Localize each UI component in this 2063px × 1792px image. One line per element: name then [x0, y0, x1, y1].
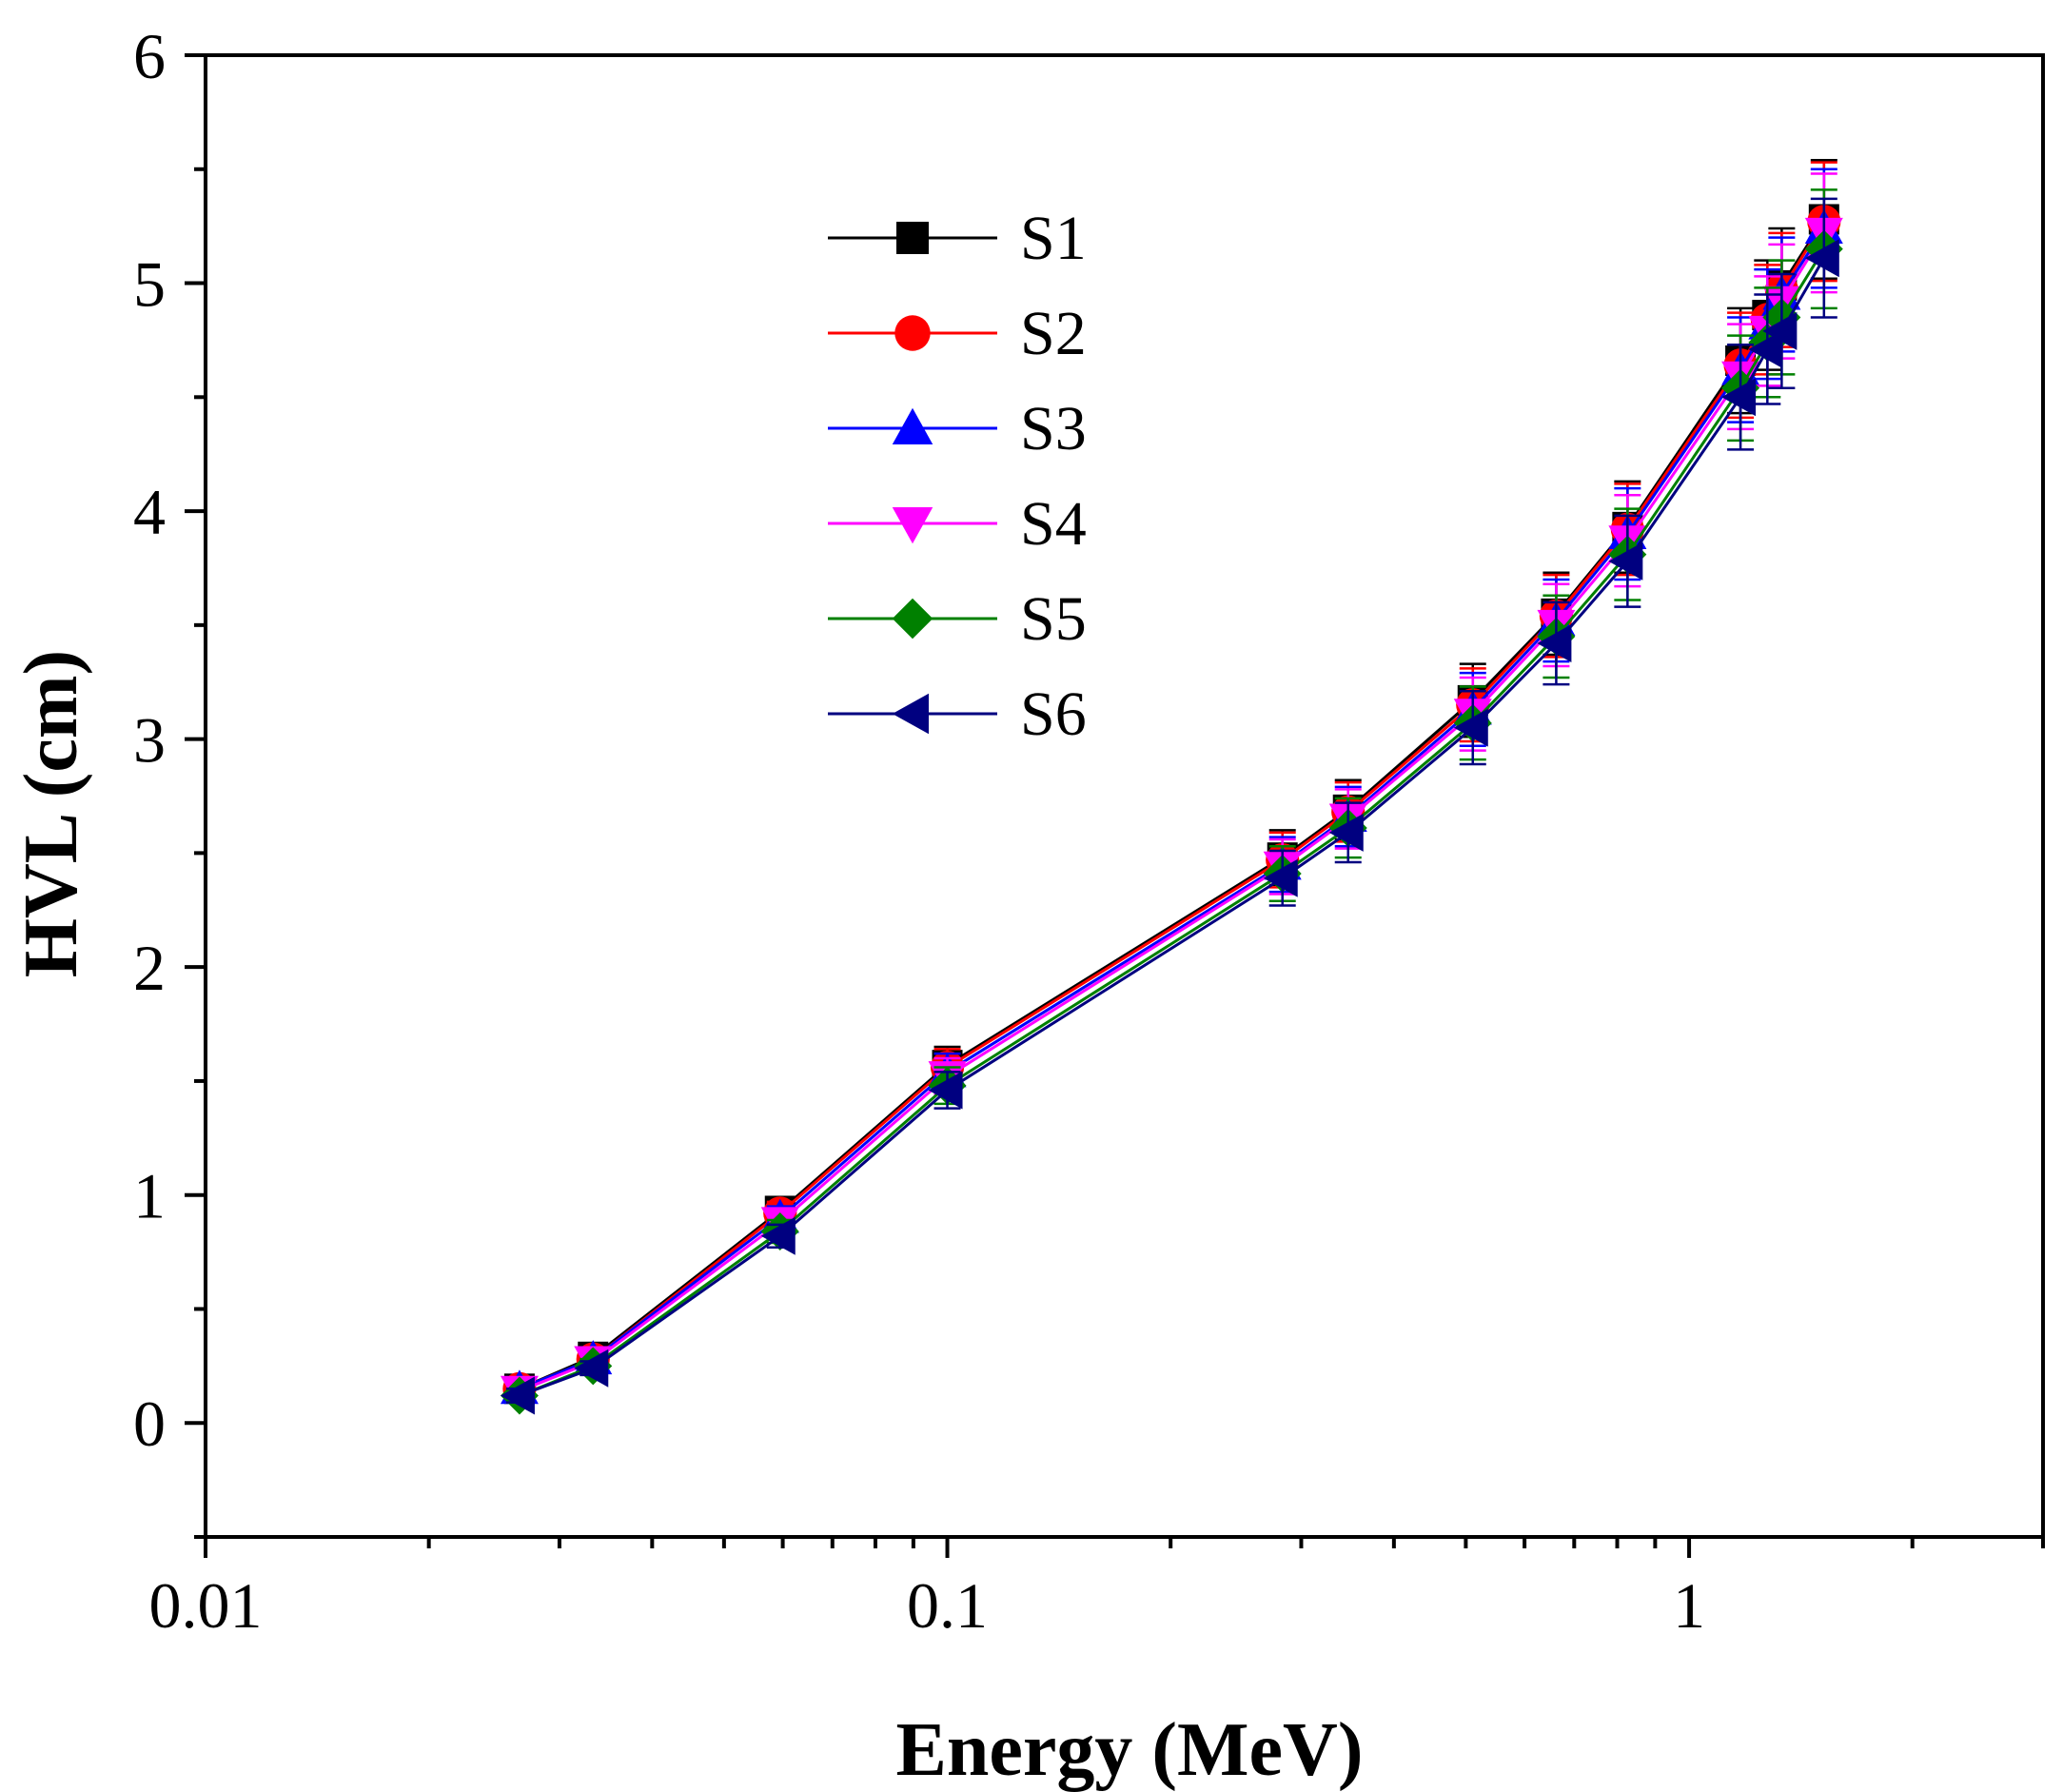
- series-line: [519, 218, 1826, 1390]
- data-point: [928, 1071, 963, 1110]
- data-point: [1263, 858, 1298, 897]
- y-tick-label: 6: [133, 20, 166, 92]
- data-point: [1608, 542, 1643, 581]
- data-point: [760, 1216, 796, 1255]
- series-S5: [500, 188, 1843, 1415]
- legend-marker: [896, 222, 929, 254]
- legend: S1 S2 S3 S4 S5 S6: [828, 204, 1087, 749]
- legend-item-S4: S4: [828, 489, 1087, 559]
- series-line: [519, 247, 1826, 1397]
- x-axis: 0.01 0.1 1: [149, 1537, 2045, 1642]
- series-S4: [500, 172, 1843, 1410]
- data-point: [1721, 378, 1757, 417]
- series-line: [519, 221, 1826, 1390]
- legend-label: S3: [1020, 394, 1087, 463]
- series-S1: [503, 158, 1839, 1405]
- series-line: [519, 257, 1826, 1397]
- plot-area: [204, 53, 2045, 1539]
- data-point: [1748, 330, 1783, 369]
- data-point: [1537, 624, 1572, 663]
- series-S2: [502, 161, 1841, 1406]
- legend-marker: [894, 315, 931, 351]
- series-S3: [500, 167, 1843, 1405]
- legend-item-S1: S1: [828, 204, 1087, 273]
- y-tick-label: 1: [133, 1160, 166, 1232]
- y-tick-label: 2: [133, 932, 166, 1004]
- legend-marker: [892, 693, 929, 735]
- y-tick-label: 4: [133, 476, 166, 548]
- legend-item-S5: S5: [828, 584, 1087, 654]
- x-tick-label: 1: [1673, 1569, 1705, 1642]
- data-point: [1762, 311, 1798, 350]
- legend-marker: [892, 507, 933, 544]
- legend-item-S2: S2: [828, 299, 1087, 368]
- y-axis-title: HVL (cm): [10, 650, 93, 977]
- data-point: [500, 1376, 535, 1415]
- series-line: [519, 232, 1826, 1393]
- series-S6: [500, 197, 1839, 1415]
- legend-marker: [892, 598, 933, 640]
- y-tick-label: 0: [133, 1388, 166, 1460]
- y-tick-label: 5: [133, 248, 166, 321]
- legend-label: S5: [1020, 584, 1087, 654]
- legend-marker: [892, 407, 933, 444]
- legend-item-S6: S6: [828, 679, 1087, 749]
- y-tick-label: 3: [133, 704, 166, 777]
- x-tick-label: 0.1: [907, 1569, 988, 1642]
- series-line: [519, 227, 1826, 1390]
- legend-label: S1: [1020, 204, 1087, 273]
- plot-frame: [204, 53, 2045, 1539]
- data-point: [1328, 813, 1364, 852]
- legend-item-S3: S3: [828, 394, 1087, 463]
- x-tick-label: 0.01: [149, 1569, 263, 1642]
- legend-label: S4: [1020, 489, 1087, 559]
- legend-label: S6: [1020, 679, 1087, 749]
- data-point: [574, 1349, 609, 1388]
- x-axis-title: Energy (MeV): [896, 1708, 1364, 1792]
- legend-label: S2: [1020, 299, 1087, 368]
- data-point: [1804, 239, 1839, 278]
- data-point: [1453, 708, 1488, 747]
- y-axis: 0 1 2 3 4 5 6: [133, 20, 206, 1539]
